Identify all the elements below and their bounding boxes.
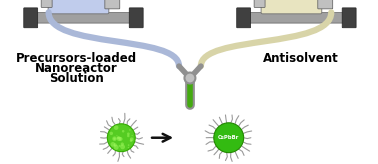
Text: Nanoreactor: Nanoreactor	[35, 62, 118, 75]
Circle shape	[184, 72, 195, 83]
FancyBboxPatch shape	[129, 8, 143, 28]
Circle shape	[127, 133, 130, 135]
Circle shape	[118, 137, 119, 138]
Circle shape	[114, 125, 118, 130]
Text: Precursors-loaded: Precursors-loaded	[16, 52, 137, 65]
Circle shape	[214, 123, 244, 153]
Circle shape	[132, 135, 133, 136]
FancyBboxPatch shape	[237, 8, 251, 28]
Circle shape	[114, 145, 119, 150]
Circle shape	[120, 144, 125, 149]
Circle shape	[119, 137, 122, 141]
Circle shape	[119, 145, 121, 147]
Circle shape	[112, 136, 117, 141]
FancyBboxPatch shape	[261, 0, 322, 14]
Circle shape	[117, 136, 119, 139]
Circle shape	[107, 124, 135, 152]
FancyBboxPatch shape	[25, 12, 141, 23]
FancyBboxPatch shape	[48, 0, 109, 14]
Circle shape	[117, 136, 121, 141]
FancyBboxPatch shape	[318, 0, 333, 9]
Circle shape	[128, 147, 129, 148]
Text: Solution: Solution	[49, 72, 104, 85]
Circle shape	[110, 132, 113, 135]
FancyBboxPatch shape	[254, 0, 265, 7]
FancyBboxPatch shape	[24, 8, 38, 28]
Circle shape	[122, 130, 124, 133]
Circle shape	[113, 143, 117, 147]
FancyBboxPatch shape	[105, 0, 120, 9]
Circle shape	[130, 137, 133, 141]
Circle shape	[116, 135, 118, 136]
Circle shape	[127, 135, 130, 137]
Circle shape	[121, 142, 124, 146]
FancyBboxPatch shape	[239, 12, 355, 23]
Circle shape	[113, 137, 116, 140]
Circle shape	[130, 139, 132, 142]
FancyBboxPatch shape	[342, 8, 356, 28]
Text: Antisolvent: Antisolvent	[262, 52, 338, 65]
Text: CsPbBr: CsPbBr	[218, 135, 239, 140]
Circle shape	[110, 142, 115, 147]
Circle shape	[128, 144, 129, 146]
Circle shape	[129, 129, 131, 131]
FancyBboxPatch shape	[41, 0, 52, 7]
